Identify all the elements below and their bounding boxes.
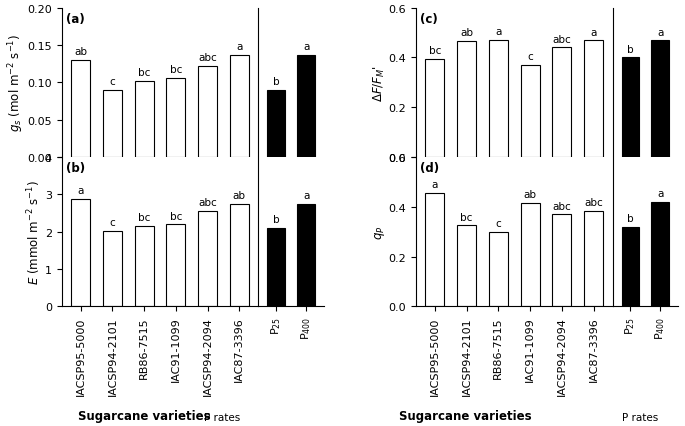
- Bar: [230, 55, 249, 158]
- Bar: [457, 42, 476, 158]
- Bar: [425, 60, 445, 158]
- Bar: [103, 91, 122, 158]
- Text: Sugarcane varieties: Sugarcane varieties: [77, 409, 210, 422]
- Text: a: a: [303, 42, 310, 52]
- Text: abc: abc: [198, 53, 217, 63]
- Bar: [267, 91, 285, 158]
- Text: abc: abc: [584, 197, 603, 207]
- Text: b: b: [627, 44, 634, 55]
- Text: ab: ab: [233, 190, 246, 201]
- Text: c: c: [527, 52, 533, 62]
- Text: a: a: [303, 190, 310, 201]
- Text: ab: ab: [74, 47, 87, 57]
- Text: abc: abc: [198, 198, 217, 208]
- Text: a: a: [657, 28, 664, 37]
- Bar: [198, 66, 217, 158]
- Y-axis label: $g_{s}$ (mol m$^{-2}$ s$^{-1}$): $g_{s}$ (mol m$^{-2}$ s$^{-1}$): [6, 34, 26, 132]
- Text: abc: abc: [552, 35, 571, 45]
- Bar: [621, 58, 639, 158]
- Text: Sugarcane varieties: Sugarcane varieties: [399, 409, 532, 422]
- Bar: [267, 228, 285, 307]
- Text: a: a: [77, 186, 84, 196]
- Text: a: a: [236, 42, 242, 52]
- Bar: [552, 48, 571, 158]
- Bar: [457, 226, 476, 307]
- Bar: [135, 82, 153, 158]
- Bar: [135, 227, 153, 307]
- Text: bc: bc: [170, 211, 182, 221]
- Bar: [71, 61, 90, 158]
- Bar: [651, 41, 669, 158]
- Text: (d): (d): [420, 162, 439, 175]
- Text: P rates: P rates: [623, 412, 658, 422]
- Y-axis label: $\Delta F/F_{M}$': $\Delta F/F_{M}$': [372, 65, 387, 101]
- Text: ab: ab: [523, 190, 536, 200]
- Text: c: c: [495, 219, 501, 228]
- Bar: [489, 41, 508, 158]
- Text: (c): (c): [420, 13, 438, 26]
- Text: b: b: [627, 213, 634, 224]
- Y-axis label: $E$ (mmol m$^{-2}$ s$^{-1}$): $E$ (mmol m$^{-2}$ s$^{-1}$): [26, 180, 43, 285]
- Text: bc: bc: [138, 68, 150, 78]
- Text: bc: bc: [460, 212, 473, 222]
- Bar: [230, 204, 249, 307]
- Bar: [103, 231, 122, 307]
- Text: bc: bc: [138, 213, 150, 223]
- Bar: [651, 202, 669, 307]
- Bar: [297, 204, 315, 307]
- Bar: [552, 215, 571, 307]
- Text: (b): (b): [66, 162, 85, 175]
- Bar: [621, 227, 639, 307]
- Text: ab: ab: [460, 29, 473, 38]
- Bar: [584, 41, 603, 158]
- Text: c: c: [110, 218, 115, 227]
- Bar: [166, 225, 186, 307]
- Bar: [425, 194, 445, 307]
- Bar: [521, 66, 540, 158]
- Text: abc: abc: [552, 201, 571, 211]
- Text: (a): (a): [66, 13, 84, 26]
- Text: c: c: [110, 77, 115, 87]
- Text: b: b: [273, 77, 279, 87]
- Bar: [166, 78, 186, 158]
- Text: P rates: P rates: [205, 412, 240, 422]
- Text: a: a: [495, 27, 501, 37]
- Text: a: a: [432, 180, 438, 190]
- Y-axis label: $q_{P}$: $q_{P}$: [373, 225, 387, 239]
- Text: bc: bc: [429, 46, 441, 56]
- Text: bc: bc: [170, 65, 182, 75]
- Text: b: b: [273, 215, 279, 225]
- Bar: [198, 212, 217, 307]
- Bar: [297, 55, 315, 158]
- Bar: [521, 204, 540, 307]
- Text: a: a: [657, 189, 664, 199]
- Text: a: a: [590, 28, 597, 37]
- Bar: [71, 199, 90, 307]
- Bar: [489, 232, 508, 307]
- Bar: [584, 211, 603, 307]
